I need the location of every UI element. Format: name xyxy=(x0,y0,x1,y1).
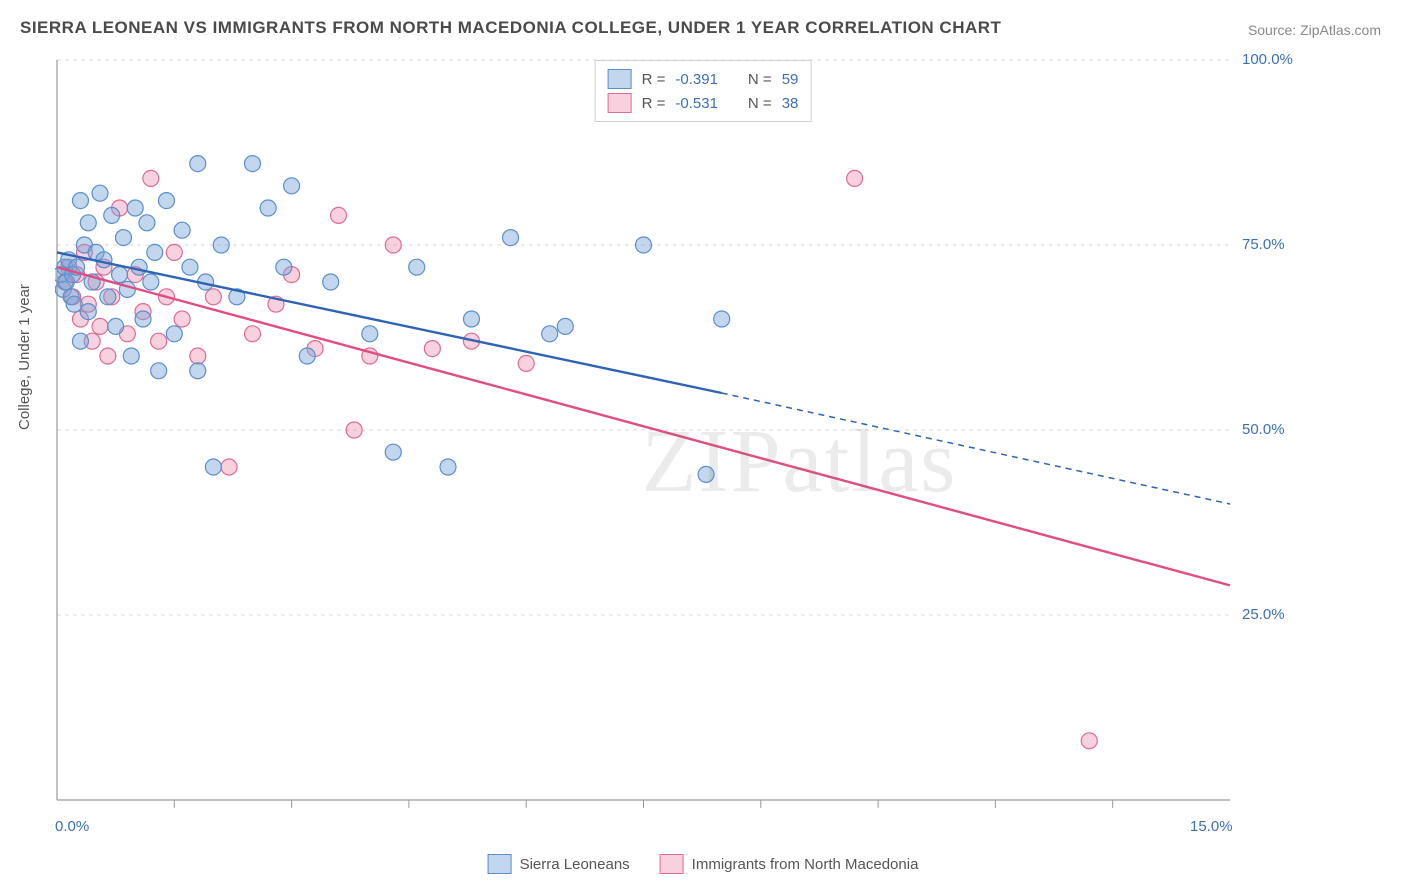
correlation-legend: R = -0.391 N = 59 R = -0.531 N = 38 xyxy=(595,60,812,122)
series-legend: Sierra Leoneans Immigrants from North Ma… xyxy=(488,854,919,874)
y-tick-label: 100.0% xyxy=(1242,51,1293,68)
legend-item-sierra: Sierra Leoneans xyxy=(488,854,630,874)
swatch-macedonia xyxy=(660,854,684,874)
swatch-sierra xyxy=(488,854,512,874)
source-label: Source: ZipAtlas.com xyxy=(1248,22,1381,38)
n-value: 38 xyxy=(782,95,799,112)
legend-row-sierra: R = -0.391 N = 59 xyxy=(608,67,799,91)
r-label: R = xyxy=(642,71,666,88)
n-label: N = xyxy=(748,71,772,88)
legend-label: Immigrants from North Macedonia xyxy=(692,856,919,873)
swatch-sierra xyxy=(608,69,632,89)
scatter-chart xyxy=(55,55,1305,835)
r-label: R = xyxy=(642,95,666,112)
legend-row-macedonia: R = -0.531 N = 38 xyxy=(608,91,799,115)
x-tick-label: 15.0% xyxy=(1190,818,1233,835)
r-value: -0.391 xyxy=(675,71,718,88)
r-value: -0.531 xyxy=(675,95,718,112)
chart-title: SIERRA LEONEAN VS IMMIGRANTS FROM NORTH … xyxy=(20,18,1001,38)
y-tick-label: 75.0% xyxy=(1242,236,1285,253)
legend-label: Sierra Leoneans xyxy=(520,856,630,873)
legend-item-macedonia: Immigrants from North Macedonia xyxy=(660,854,919,874)
n-label: N = xyxy=(748,95,772,112)
swatch-macedonia xyxy=(608,93,632,113)
y-axis-label: College, Under 1 year xyxy=(16,284,33,430)
y-tick-label: 25.0% xyxy=(1242,606,1285,623)
n-value: 59 xyxy=(782,71,799,88)
y-tick-label: 50.0% xyxy=(1242,421,1285,438)
x-tick-label: 0.0% xyxy=(55,818,89,835)
